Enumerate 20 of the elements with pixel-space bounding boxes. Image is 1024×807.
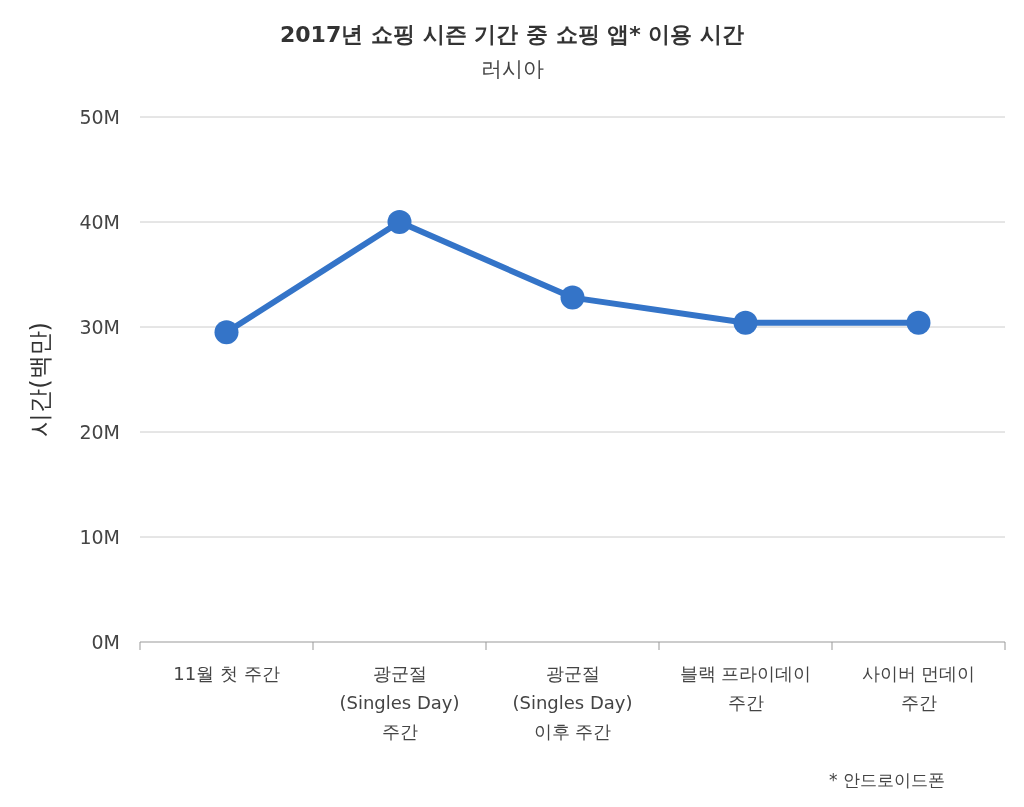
x-tick-label: 사이버 먼데이 주간 xyxy=(861,663,976,713)
y-axis-title: 시간(백만) xyxy=(26,322,54,437)
y-tick-label: 20M xyxy=(79,421,120,443)
text: * 안드로이드폰 xyxy=(829,770,945,790)
point xyxy=(560,285,585,310)
chart-title: 2017년 쇼핑 시즌 기간 중 쇼핑 앱* 이용 시간 xyxy=(279,22,745,47)
x-tick-label: 11월 첫 주간 xyxy=(173,663,280,684)
x-tick-label: 광군절 (Singles Day) 주간 xyxy=(339,663,460,742)
point xyxy=(906,310,931,335)
y-tick-label: 50M xyxy=(79,106,120,128)
y-tick-label: 10M xyxy=(79,526,120,548)
y-tick-label: 40M xyxy=(79,211,120,233)
y-tick-label: 30M xyxy=(79,316,120,338)
point xyxy=(733,310,758,335)
chart-subtitle: 러시아 xyxy=(480,57,544,81)
point xyxy=(214,320,239,345)
y-tick-label: 0M xyxy=(91,631,120,653)
x-tick-label: 블랙 프라이데이 주간 xyxy=(679,663,812,713)
point xyxy=(387,210,412,234)
x-tick-label: 광군절 (Singles Day) 이후 주간 xyxy=(512,663,633,742)
